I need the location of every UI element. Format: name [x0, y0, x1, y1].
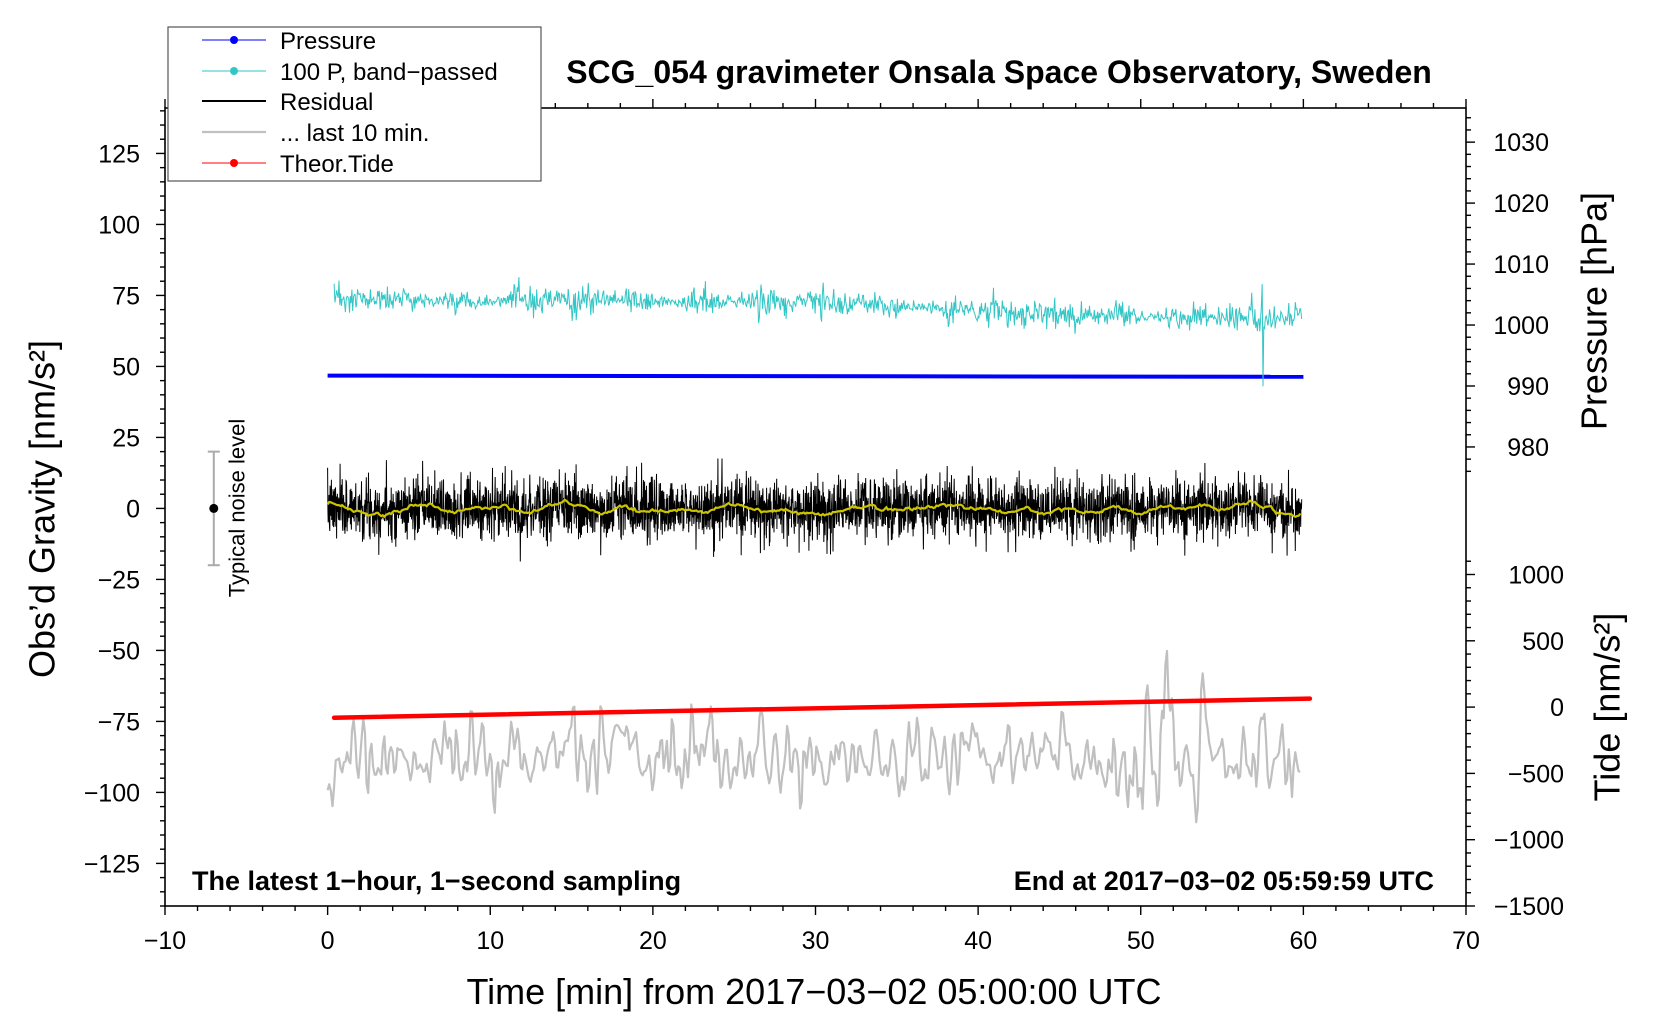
pressure-tick-label: 1020 — [1493, 190, 1549, 218]
tide-tick-label: 500 — [1522, 628, 1564, 656]
y-tick-label: −125 — [84, 850, 140, 878]
y-tick-label: −100 — [84, 779, 140, 807]
legend: Pressure 100 P, band−passed Residual ...… — [167, 26, 542, 182]
axis-ticks: −10 0 10 20 30 40 50 60 70−125−100−75−50−2502550… — [84, 99, 1564, 955]
legend-marker-tide — [230, 159, 238, 167]
y-tick-label: 125 — [98, 140, 140, 168]
pressure-tick-label: 980 — [1507, 434, 1549, 462]
tide-tick-label: −1000 — [1494, 827, 1564, 855]
legend-label-tide: Theor.Tide — [280, 151, 394, 178]
tide-tick-label: −1500 — [1494, 893, 1564, 921]
legend-box — [167, 26, 542, 182]
legend-label-residual: Residual — [280, 89, 373, 116]
legend-entry-pressure: Pressure — [202, 28, 376, 55]
x-tick-label: 50 — [1127, 927, 1155, 955]
pressure-tick-label: 1010 — [1493, 251, 1549, 279]
sampling-note: The latest 1−hour, 1−second sampling — [192, 866, 681, 896]
x-tick-label: 30 — [802, 927, 830, 955]
y-tick-label: 25 — [112, 424, 140, 452]
x-axis-label: Time [min] from 2017−03−02 05:00:00 UTC — [466, 971, 1161, 1012]
legend-label-pressure: Pressure — [280, 28, 376, 55]
pressure-tick-label: 1000 — [1493, 312, 1549, 340]
chart-title: SCG_054 gravimeter Onsala Space Observat… — [566, 54, 1432, 90]
noise-level-indicator — [207, 450, 220, 567]
y-tick-label: −25 — [98, 566, 140, 594]
noise-level-center-dot — [209, 503, 219, 513]
x-tick-label: 70 — [1452, 927, 1480, 955]
pressure-tick-label: 990 — [1507, 373, 1549, 401]
x-tick-label: −10 — [144, 927, 186, 955]
series-residual — [327, 458, 1303, 562]
y-tick-label: 75 — [112, 282, 140, 310]
y-tick-label: 50 — [112, 353, 140, 381]
tide-tick-label: −500 — [1508, 760, 1564, 788]
pressure-tick-label: 1030 — [1493, 129, 1549, 157]
legend-entry-last-10-min: ... last 10 min. — [202, 120, 429, 147]
tide-axis-label: Tide [nm/s²] — [1587, 613, 1628, 802]
pressure-axis-label: Pressure [hPa] — [1574, 192, 1615, 430]
tide-tick-label: 0 — [1550, 694, 1564, 722]
series-pressure — [327, 373, 1304, 379]
series-residual-smoothed — [326, 498, 1302, 519]
series-last-10-min — [326, 649, 1301, 824]
x-tick-label: 20 — [639, 927, 667, 955]
x-tick-label: 0 — [321, 927, 335, 955]
legend-marker-pressure — [230, 36, 238, 44]
legend-entry-band-passed: 100 P, band−passed — [202, 59, 498, 86]
noise-level-label: Typical noise level — [225, 419, 250, 598]
legend-marker-band-passed — [230, 67, 238, 75]
end-time-note: End at 2017−03−02 05:59:59 UTC — [1014, 866, 1434, 896]
y-axis-label: Obs’d Gravity [nm/s²] — [22, 340, 63, 678]
legend-entry-tide: Theor.Tide — [202, 151, 394, 178]
y-tick-label: 100 — [98, 211, 140, 239]
legend-label-last-10-min: ... last 10 min. — [280, 120, 429, 147]
y-tick-label: −50 — [98, 637, 140, 665]
tide-tick-label: 1000 — [1508, 561, 1564, 589]
y-tick-label: −75 — [98, 708, 140, 736]
legend-label-band-passed: 100 P, band−passed — [280, 59, 498, 86]
series-theoretical-tide — [331, 696, 1313, 720]
x-tick-label: 10 — [476, 927, 504, 955]
series-layer — [326, 277, 1313, 824]
series-band-passed-pressure — [333, 277, 1303, 387]
y-tick-label: 0 — [126, 495, 140, 523]
legend-entry-residual: Residual — [202, 89, 373, 116]
x-tick-label: 60 — [1289, 927, 1317, 955]
x-tick-label: 40 — [964, 927, 992, 955]
